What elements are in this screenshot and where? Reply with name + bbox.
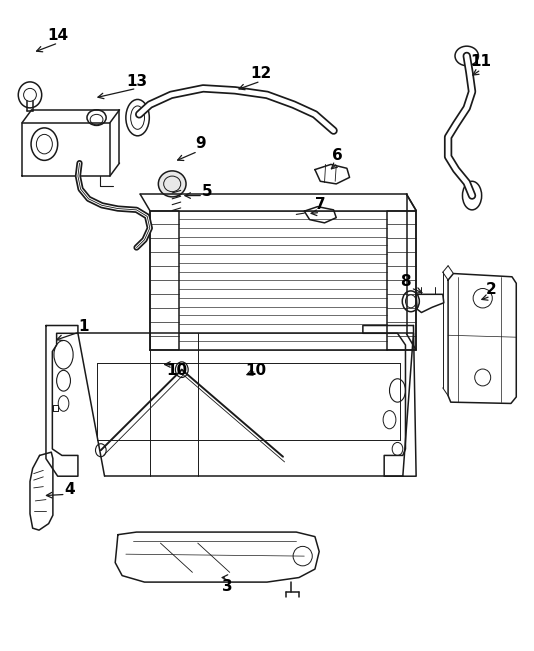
- Text: 10: 10: [166, 363, 187, 378]
- Text: 5: 5: [202, 184, 213, 199]
- Text: 9: 9: [195, 136, 206, 151]
- Text: 1: 1: [78, 319, 89, 335]
- Ellipse shape: [159, 171, 186, 197]
- Text: 12: 12: [250, 66, 271, 81]
- Text: 6: 6: [333, 148, 343, 163]
- Text: 7: 7: [315, 197, 326, 212]
- Text: 10: 10: [246, 363, 267, 378]
- Text: 14: 14: [48, 28, 69, 43]
- Text: 4: 4: [65, 482, 75, 497]
- Text: 13: 13: [126, 74, 147, 89]
- Text: 3: 3: [222, 579, 232, 594]
- Text: 2: 2: [485, 283, 496, 298]
- Text: 11: 11: [470, 54, 492, 69]
- Text: 8: 8: [400, 274, 411, 289]
